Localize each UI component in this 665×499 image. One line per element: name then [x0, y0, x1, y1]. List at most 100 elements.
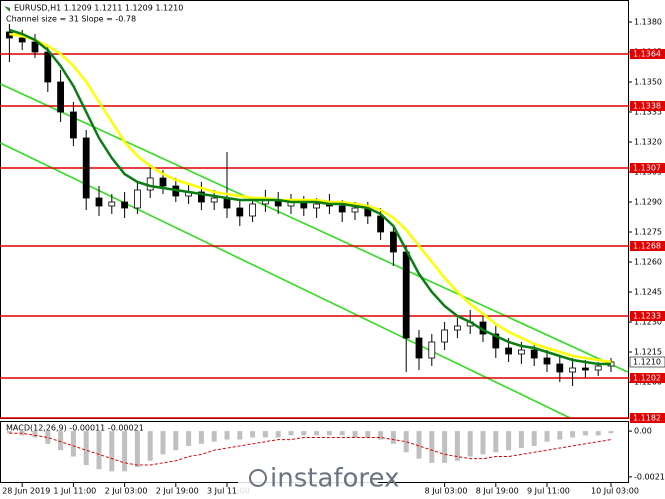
candle-body [428, 341, 436, 359]
y-tick-label: 1.1350 [634, 78, 662, 87]
macd-bar [429, 431, 435, 463]
macd-bar [352, 431, 358, 438]
macd-bar [45, 431, 51, 444]
watermark: instaforex [270, 464, 399, 494]
macd-bar [186, 431, 192, 446]
candle-body [543, 357, 551, 365]
macd-bar [480, 431, 486, 455]
y-tick-label: 1.1290 [634, 198, 662, 207]
macd-bar [454, 431, 460, 461]
macd-bar [96, 431, 102, 470]
candle-body [108, 201, 116, 207]
channel-line [0, 142, 571, 419]
macd-bar [160, 431, 166, 455]
macd-bar [390, 431, 396, 444]
macd-y-tick-label: -0.00216 [634, 472, 665, 481]
candle-body [351, 207, 359, 213]
x-tick-label: 10 Jul 03:00 [591, 487, 639, 496]
candle-body [95, 197, 103, 207]
level-label-box [630, 101, 665, 111]
candle-body [556, 363, 564, 373]
moving-average [9, 28, 611, 366]
macd-bar [365, 431, 371, 438]
y-tick-label: 1.1245 [634, 288, 662, 297]
candle-body [249, 203, 257, 217]
macd-bar [557, 431, 563, 440]
macd-bar [582, 431, 588, 436]
candle-body [57, 81, 64, 113]
candle-body [530, 349, 538, 359]
macd-bar [58, 431, 64, 451]
y-tick-label: 1.1230 [634, 318, 662, 327]
level-label: 1.1268 [633, 242, 661, 251]
candle-body [82, 137, 90, 199]
macd-bar [442, 431, 448, 463]
candle-body [377, 215, 385, 233]
macd-bar [288, 431, 294, 436]
candle-body [313, 203, 321, 209]
candle-body [31, 41, 39, 53]
y-tick-label: 1.1335 [634, 108, 662, 117]
level-label: 1.1202 [633, 374, 661, 383]
macd-bar [570, 431, 576, 438]
macd-bar [250, 431, 256, 438]
candle-body [70, 111, 77, 139]
macd-bar [608, 431, 614, 434]
macd-bar [314, 431, 320, 436]
candle-body [453, 325, 461, 331]
macd-bar [326, 431, 332, 436]
x-tick-label: 3 Jul 11:00 [207, 487, 250, 496]
current-price-label: 1.1210 [633, 358, 661, 367]
macd-bar [544, 431, 550, 442]
watermark-group: instaforex [238, 458, 399, 498]
candle-body [146, 177, 154, 191]
candle-body [133, 189, 141, 209]
macd-bar [122, 431, 128, 472]
level-label: 1.1233 [633, 312, 661, 321]
level-label: 1.1364 [633, 50, 661, 59]
macd-bar [506, 431, 512, 451]
macd-bar [262, 431, 268, 438]
candle-body [236, 207, 244, 217]
macd-bar [147, 431, 153, 461]
macd-bar [224, 431, 230, 440]
level-label: 1.1338 [633, 102, 661, 111]
macd-bar [467, 431, 473, 457]
candle-body [594, 365, 602, 371]
symbol-icon [4, 6, 10, 12]
candle-body [44, 51, 52, 83]
x-tick-label: 8 Jul 03:00 [425, 487, 468, 496]
watermark-logo [249, 469, 267, 487]
macd-bar [211, 431, 217, 442]
level-label-box [630, 311, 665, 321]
macd-bar [83, 431, 89, 465]
x-tick-label: 8 Jul 19:00 [476, 487, 519, 496]
candle-body [505, 347, 513, 355]
macd-bar [378, 431, 384, 440]
moving-average [9, 32, 612, 364]
level-label-box [630, 163, 665, 173]
macd-bar [416, 431, 422, 459]
level-label-box [630, 241, 665, 251]
candle-body [197, 191, 205, 203]
candle-body [415, 337, 423, 359]
macd-bar [339, 431, 345, 436]
y-tick-label: 1.1215 [634, 348, 662, 357]
candle-body [402, 251, 410, 339]
level-label-box [630, 373, 665, 383]
candle-body [121, 201, 128, 209]
level-label-box [630, 49, 665, 59]
channel-line [0, 83, 628, 373]
y-tick-label: 1.1320 [634, 138, 662, 147]
y-tick-label: 1.1275 [634, 228, 662, 237]
chart-title: EURUSD,H1 1.1209 1.1211 1.1209 1.1210 [14, 4, 183, 13]
x-tick-label: 28 Jun 2019 [2, 487, 50, 496]
macd-bar [32, 431, 38, 438]
level-label-box [630, 413, 665, 423]
macd-bar [6, 431, 12, 434]
level-label: 1.1182 [633, 414, 661, 423]
macd-bar [301, 431, 307, 436]
candle-body [441, 329, 449, 343]
x-tick-label: 2 Jul 03:00 [105, 487, 148, 496]
